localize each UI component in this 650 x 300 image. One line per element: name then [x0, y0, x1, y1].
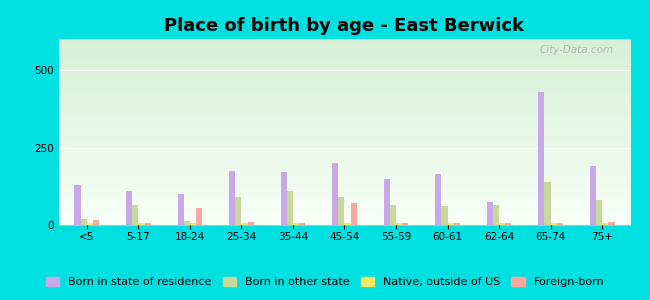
Bar	[144, 224, 151, 225]
Text: City-Data.com: City-Data.com	[540, 45, 614, 55]
Bar	[241, 224, 248, 225]
Bar	[557, 224, 563, 225]
Bar	[235, 197, 241, 225]
Bar	[87, 224, 93, 225]
Bar	[81, 219, 87, 225]
Bar	[281, 172, 287, 225]
Bar	[545, 182, 551, 225]
Bar	[177, 194, 184, 225]
Bar	[448, 224, 454, 225]
Bar	[499, 224, 505, 225]
Bar	[493, 205, 499, 225]
Bar	[75, 185, 81, 225]
Bar	[132, 205, 138, 225]
Bar	[590, 166, 596, 225]
Bar	[396, 224, 402, 225]
Bar	[351, 203, 357, 225]
Bar	[441, 206, 448, 225]
Bar	[390, 205, 396, 225]
Bar	[344, 224, 351, 225]
Title: Place of birth by age - East Berwick: Place of birth by age - East Berwick	[164, 17, 525, 35]
Bar	[602, 224, 608, 225]
Bar	[608, 222, 614, 225]
Bar	[505, 224, 512, 225]
Bar	[196, 208, 202, 225]
Bar	[184, 221, 190, 225]
Bar	[454, 224, 460, 225]
Bar	[93, 220, 99, 225]
Bar	[436, 174, 441, 225]
Bar	[487, 202, 493, 225]
Bar	[551, 224, 557, 225]
Bar	[384, 178, 390, 225]
Bar	[299, 224, 305, 225]
Bar	[293, 224, 299, 225]
Bar	[596, 200, 602, 225]
Bar	[229, 171, 235, 225]
Bar	[538, 92, 545, 225]
Bar	[190, 224, 196, 225]
Bar	[287, 191, 293, 225]
Bar	[248, 222, 254, 225]
Bar	[138, 224, 144, 225]
Bar	[126, 191, 132, 225]
Legend: Born in state of residence, Born in other state, Native, outside of US, Foreign-: Born in state of residence, Born in othe…	[42, 272, 608, 291]
Bar	[332, 163, 338, 225]
Bar	[338, 197, 344, 225]
Bar	[402, 224, 408, 225]
